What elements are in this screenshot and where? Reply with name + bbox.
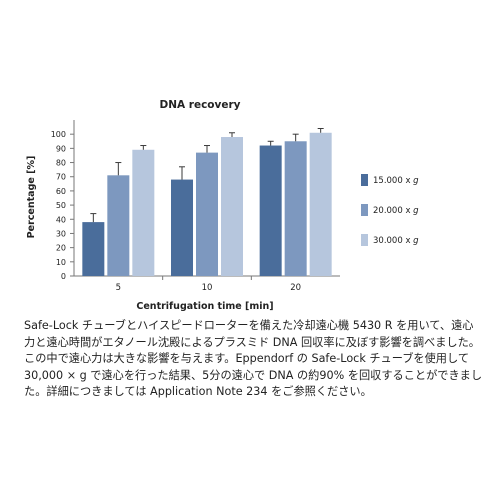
bar [309, 132, 332, 276]
bar [259, 145, 282, 276]
bar [132, 149, 155, 276]
legend-swatch [361, 204, 368, 216]
y-tick-label: 30 [56, 229, 66, 238]
y-tick-label: 70 [56, 173, 66, 182]
legend: 15.000 x g 20.000 x g 30.000 x g [361, 174, 419, 246]
legend-swatch [361, 174, 368, 186]
y-axis-label: Percentage [%] [26, 156, 37, 239]
bar [196, 152, 218, 276]
legend-label: 30.000 x g [373, 236, 419, 246]
legend-label: 20.000 x g [373, 206, 419, 216]
y-tick-label: 100 [51, 130, 66, 139]
bar [171, 179, 193, 276]
y-tick-label: 40 [56, 215, 66, 224]
legend-swatch [361, 234, 368, 246]
chart-title: DNA recovery [159, 99, 240, 111]
y-tick-label: 60 [56, 187, 66, 196]
y-tick-label: 10 [56, 258, 66, 267]
x-axis-label: Centrifugation time [min] [136, 301, 273, 312]
legend-label: 15.000 x g [373, 176, 419, 186]
dna-recovery-chart: DNA recovery Percentage [%] Centrifugati… [26, 99, 419, 312]
x-tick-label: 5 [116, 283, 121, 293]
plot-area: 0 10 20 30 40 50 60 70 80 90 100 5 10 20 [51, 120, 340, 293]
bar [221, 137, 243, 276]
y-tick-label: 50 [56, 201, 66, 210]
x-tick-label: 20 [290, 283, 301, 293]
bar [107, 175, 130, 276]
x-tick-label: 10 [202, 283, 213, 293]
figure-caption: Safe-Lock チューブとハイスピードローターを備えた冷却遠心機 5430 … [24, 319, 483, 398]
bar [82, 222, 105, 276]
y-tick-label: 20 [56, 244, 66, 253]
y-tick-label: 0 [61, 272, 66, 281]
y-tick-label: 80 [56, 159, 66, 168]
y-tick-label: 90 [56, 144, 66, 153]
bar [284, 141, 307, 276]
